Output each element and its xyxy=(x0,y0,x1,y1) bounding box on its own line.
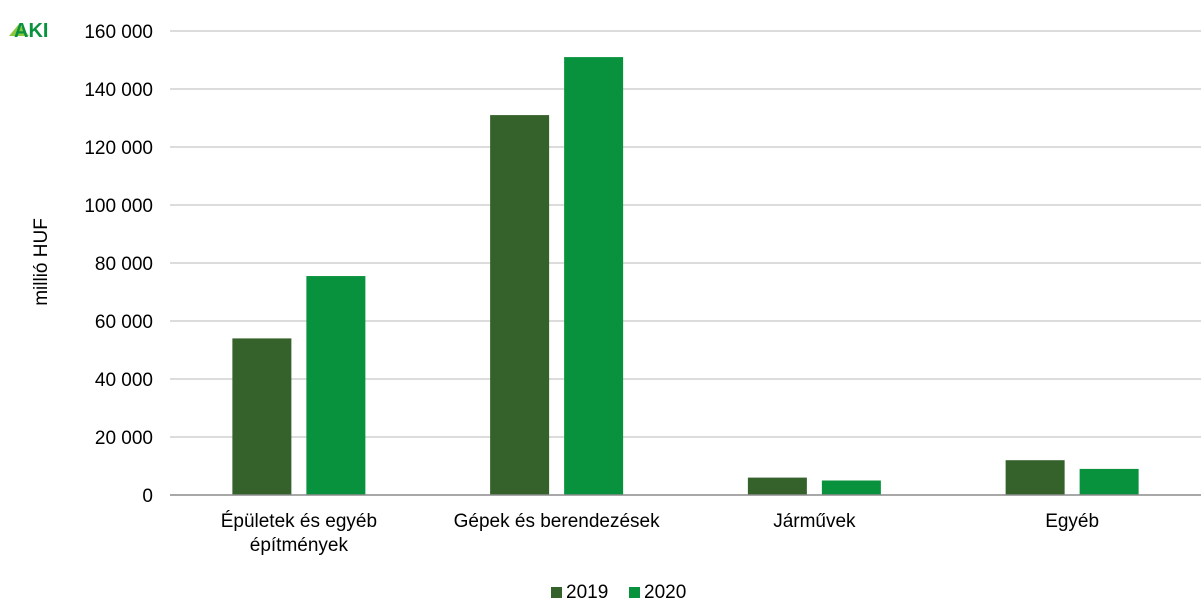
logo-text: AKI xyxy=(14,20,48,42)
bar xyxy=(490,115,550,495)
legend: 2019 2020 xyxy=(551,582,686,603)
legend-swatch xyxy=(629,587,640,598)
y-tick-label: 20 000 xyxy=(95,428,153,449)
bar xyxy=(747,477,807,495)
y-tick-label: 160 000 xyxy=(84,22,153,43)
x-category-label: Épületek és egyéb xyxy=(221,511,377,532)
bar xyxy=(1079,468,1139,495)
logo-roof-icon xyxy=(9,24,29,36)
y-tick-label: 80 000 xyxy=(95,254,153,275)
y-axis-ticks: 0 20 000 40 000 60 000 80 000 100 000 120 000 1… xyxy=(84,22,153,507)
y-tick-label: 140 000 xyxy=(84,80,153,101)
bar xyxy=(306,276,366,495)
bar xyxy=(821,480,881,495)
legend-label: 2020 xyxy=(644,582,686,603)
x-category-label: Egyéb xyxy=(1045,511,1099,532)
bar xyxy=(564,57,624,495)
y-tick-label: 40 000 xyxy=(95,370,153,391)
x-axis-categories: Épületek és egyéb építmények Gépek és bere… xyxy=(221,511,1099,556)
x-category-label: Járművek xyxy=(773,511,856,532)
bar xyxy=(1005,460,1065,495)
bar xyxy=(232,338,292,495)
y-tick-label: 0 xyxy=(142,486,153,507)
x-category-label: építmények xyxy=(250,535,349,556)
legend-label: 2019 xyxy=(566,582,608,603)
bars xyxy=(232,57,1139,495)
y-axis-label: millió HUF xyxy=(31,218,52,306)
x-category-label: Gépek és berendezések xyxy=(454,511,660,532)
legend-swatch xyxy=(551,587,562,598)
y-tick-label: 100 000 xyxy=(84,196,153,217)
y-tick-label: 60 000 xyxy=(95,312,153,333)
y-tick-label: 120 000 xyxy=(84,138,153,159)
aki-logo: AKI xyxy=(9,20,48,42)
